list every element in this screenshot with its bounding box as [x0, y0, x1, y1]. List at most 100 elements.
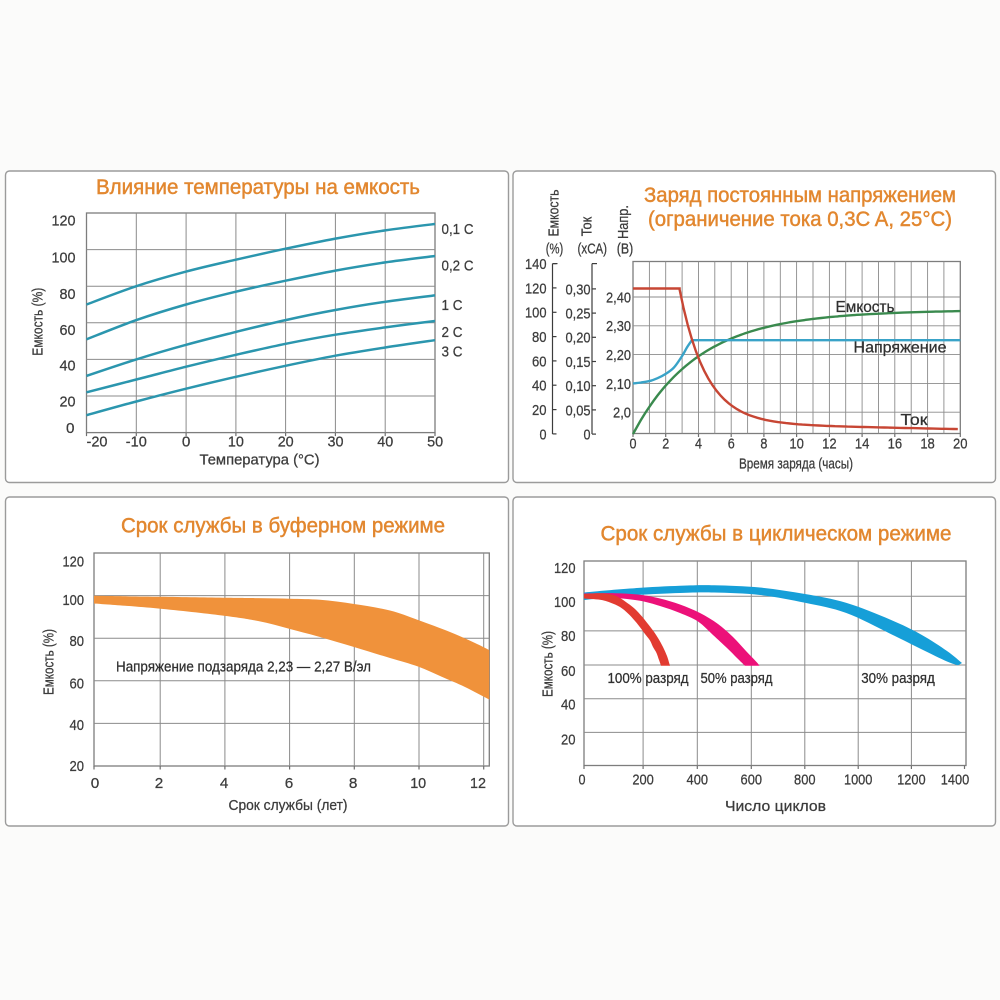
svg-text:60: 60 [60, 322, 76, 339]
svg-text:Срок службы в циклическом режи: Срок службы в циклическом режиме [601, 523, 952, 546]
svg-text:4: 4 [220, 775, 229, 792]
svg-text:2,10: 2,10 [606, 376, 631, 393]
svg-text:16: 16 [888, 436, 903, 453]
svg-text:Напряжение: Напряжение [854, 339, 947, 356]
svg-text:3 C: 3 C [442, 344, 463, 361]
svg-text:100: 100 [63, 592, 85, 609]
svg-text:120: 120 [525, 280, 547, 297]
svg-text:8: 8 [349, 775, 358, 792]
svg-text:0,10: 0,10 [566, 378, 591, 395]
svg-text:Температура (°C): Температура (°C) [200, 453, 320, 469]
svg-text:40: 40 [561, 697, 576, 714]
svg-text:1400: 1400 [941, 771, 970, 788]
svg-text:12: 12 [822, 436, 837, 453]
svg-text:80: 80 [561, 628, 576, 645]
svg-text:Ток: Ток [579, 216, 596, 236]
svg-text:0,15: 0,15 [566, 354, 591, 371]
svg-text:20: 20 [278, 434, 294, 451]
svg-text:Емкость: Емкость [545, 189, 562, 236]
svg-text:Ток: Ток [901, 412, 929, 429]
svg-text:2,0: 2,0 [613, 405, 631, 422]
svg-text:80: 80 [60, 286, 76, 303]
svg-text:140: 140 [525, 256, 547, 273]
svg-text:2,20: 2,20 [606, 347, 631, 364]
svg-text:2: 2 [662, 436, 669, 453]
svg-text:0: 0 [182, 434, 191, 451]
svg-text:1200: 1200 [897, 771, 926, 788]
svg-text:0: 0 [540, 426, 547, 443]
svg-text:Срок службы в буферном режиме: Срок службы в буферном режиме [121, 515, 445, 538]
svg-text:6: 6 [728, 436, 735, 453]
svg-text:200: 200 [632, 771, 654, 788]
svg-text:120: 120 [554, 560, 576, 577]
svg-text:30% разряд: 30% разряд [861, 670, 935, 687]
svg-text:100: 100 [554, 594, 576, 611]
svg-text:50: 50 [427, 434, 443, 451]
svg-text:120: 120 [52, 213, 76, 230]
svg-text:120: 120 [63, 553, 85, 570]
svg-text:0: 0 [91, 775, 100, 792]
svg-text:1000: 1000 [844, 771, 873, 788]
svg-text:0: 0 [630, 436, 637, 453]
svg-text:2,40: 2,40 [606, 289, 631, 306]
svg-text:(хСА): (хСА) [578, 242, 608, 258]
svg-text:100: 100 [52, 249, 76, 266]
svg-text:2: 2 [155, 775, 164, 792]
svg-text:1 C: 1 C [442, 297, 463, 314]
svg-text:0,05: 0,05 [566, 402, 591, 419]
svg-text:40: 40 [70, 717, 85, 734]
svg-text:Напряжение подзаряда 2,23 — 2,: Напряжение подзаряда 2,23 — 2,27 В/эл [116, 659, 371, 676]
svg-text:14: 14 [855, 436, 870, 453]
svg-text:Заряд постоянным напряжением: Заряд постоянным напряжением [644, 184, 956, 207]
svg-text:20: 20 [953, 436, 968, 453]
svg-text:Напр.: Напр. [615, 205, 632, 239]
svg-text:Число циклов: Число циклов [725, 799, 826, 815]
svg-text:40: 40 [532, 378, 547, 395]
svg-text:10: 10 [410, 775, 426, 792]
svg-text:80: 80 [70, 633, 85, 650]
svg-text:Емкость (%): Емкость (%) [30, 288, 46, 356]
svg-text:0: 0 [579, 771, 586, 788]
svg-text:-10: -10 [126, 434, 147, 451]
svg-text:20: 20 [60, 393, 76, 410]
svg-text:20: 20 [70, 758, 85, 775]
svg-text:(ограничение тока 0,3C A, 25°C: (ограничение тока 0,3C A, 25°C) [648, 208, 952, 231]
svg-text:Емкость (%): Емкость (%) [540, 631, 556, 697]
svg-text:800: 800 [794, 771, 816, 788]
svg-text:Срок службы (лет): Срок службы (лет) [229, 798, 348, 814]
svg-text:30: 30 [328, 434, 344, 451]
svg-text:40: 40 [60, 357, 76, 374]
svg-text:20: 20 [532, 402, 547, 419]
svg-text:4: 4 [695, 436, 702, 453]
svg-text:0,1 C: 0,1 C [442, 221, 474, 238]
svg-text:0,2 C: 0,2 C [442, 258, 474, 275]
svg-text:Емкость (%): Емкость (%) [41, 629, 57, 695]
svg-text:50% разряд: 50% разряд [701, 670, 773, 687]
svg-text:Влияние температуры на емкость: Влияние температуры на емкость [96, 176, 420, 199]
svg-text:10: 10 [228, 434, 244, 451]
svg-text:10: 10 [789, 436, 804, 453]
svg-text:20: 20 [561, 731, 576, 748]
svg-text:18: 18 [920, 436, 935, 453]
svg-text:0: 0 [66, 420, 75, 437]
svg-text:100: 100 [525, 305, 547, 322]
svg-text:0,20: 0,20 [566, 330, 591, 347]
svg-text:80: 80 [532, 329, 547, 346]
svg-text:60: 60 [70, 675, 85, 692]
svg-text:0,30: 0,30 [566, 281, 591, 298]
svg-text:0,25: 0,25 [566, 306, 591, 323]
svg-text:60: 60 [532, 353, 547, 370]
svg-text:400: 400 [687, 771, 709, 788]
svg-text:2,30: 2,30 [606, 318, 631, 335]
svg-text:0: 0 [584, 427, 591, 444]
svg-text:2 C: 2 C [442, 324, 463, 341]
svg-text:-20: -20 [87, 434, 108, 451]
svg-text:Время заряда (часы): Время заряда (часы) [739, 457, 853, 473]
svg-text:12: 12 [470, 775, 486, 792]
svg-text:Емкость: Емкость [836, 299, 895, 316]
svg-text:600: 600 [741, 771, 763, 788]
svg-text:60: 60 [561, 663, 576, 680]
svg-text:6: 6 [285, 775, 294, 792]
svg-text:100% разряд: 100% разряд [608, 670, 689, 687]
svg-text:8: 8 [760, 436, 767, 453]
